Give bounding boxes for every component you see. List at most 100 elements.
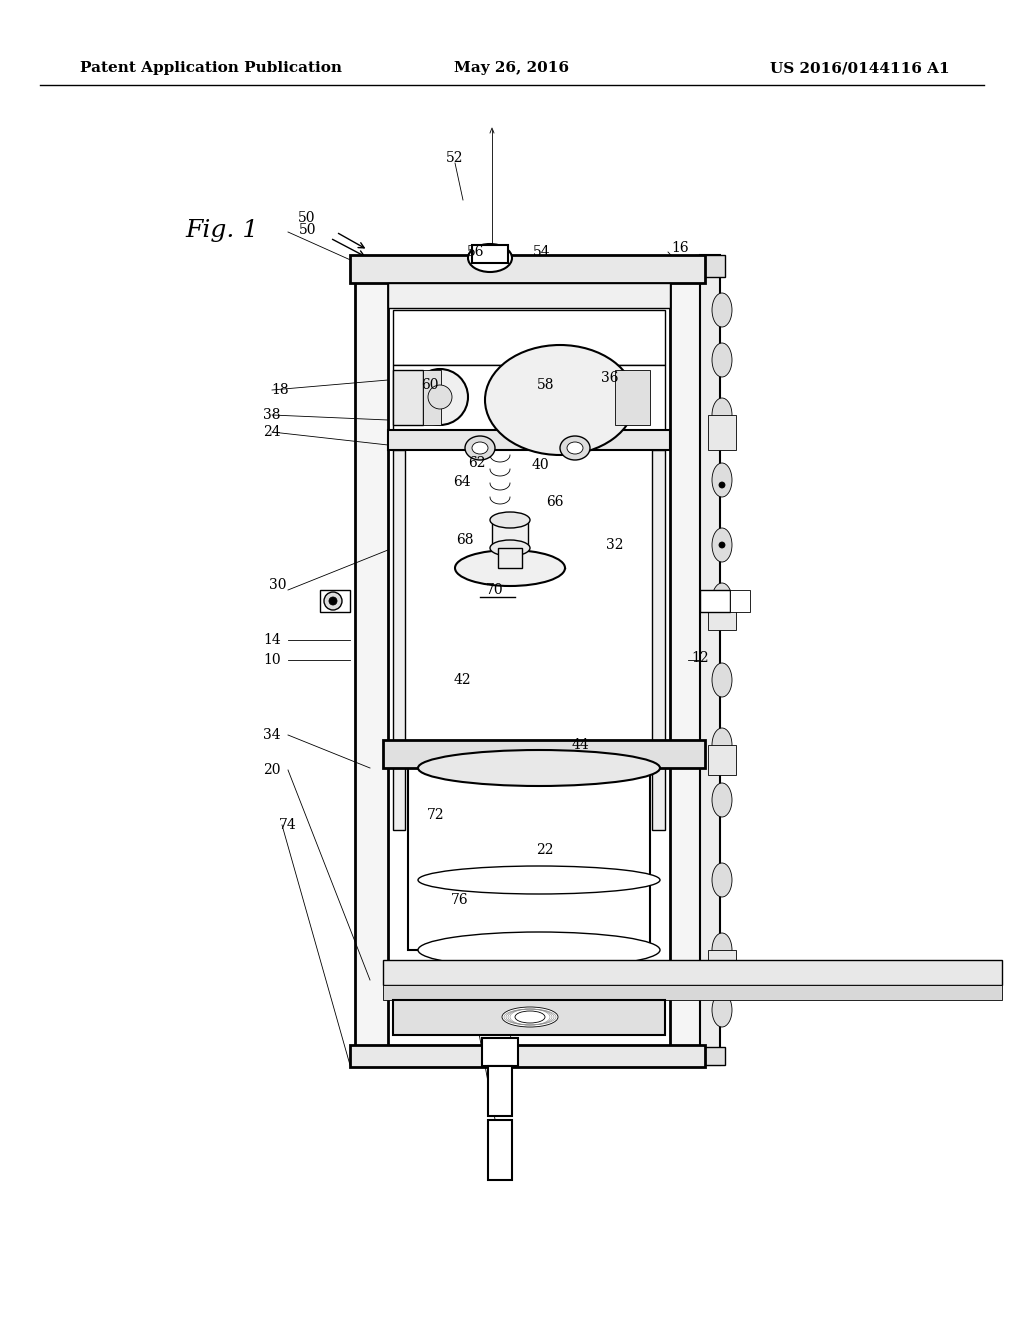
- Text: 12: 12: [691, 651, 709, 665]
- Ellipse shape: [468, 244, 512, 272]
- Ellipse shape: [712, 399, 732, 432]
- Text: 36: 36: [601, 371, 618, 385]
- Text: 16: 16: [671, 242, 689, 255]
- Ellipse shape: [712, 343, 732, 378]
- Bar: [498, 548, 522, 568]
- Ellipse shape: [560, 436, 590, 459]
- Text: 42: 42: [454, 673, 471, 686]
- Text: 50: 50: [298, 211, 315, 224]
- Text: 50: 50: [299, 223, 316, 238]
- Bar: [652, 450, 665, 830]
- Bar: [700, 590, 730, 612]
- Bar: [355, 271, 388, 1065]
- Ellipse shape: [472, 442, 488, 454]
- Bar: [482, 1038, 518, 1067]
- Ellipse shape: [515, 1011, 545, 1023]
- Ellipse shape: [502, 1007, 558, 1027]
- Bar: [383, 985, 1002, 1001]
- Text: Patent Application Publication: Patent Application Publication: [80, 61, 342, 75]
- Text: 62: 62: [468, 455, 485, 470]
- Bar: [350, 1045, 705, 1067]
- Text: US 2016/0144116 A1: US 2016/0144116 A1: [770, 61, 950, 75]
- Ellipse shape: [485, 345, 635, 455]
- Ellipse shape: [712, 783, 732, 817]
- Ellipse shape: [418, 750, 660, 785]
- Text: 74: 74: [280, 818, 297, 832]
- Ellipse shape: [712, 663, 732, 697]
- Ellipse shape: [418, 932, 660, 968]
- Ellipse shape: [567, 442, 583, 454]
- Text: 72: 72: [427, 808, 444, 822]
- Bar: [393, 310, 665, 366]
- Text: 54: 54: [534, 246, 551, 259]
- Ellipse shape: [329, 597, 337, 605]
- Text: 24: 24: [263, 425, 281, 440]
- Text: 70: 70: [486, 583, 504, 597]
- Text: 68: 68: [457, 533, 474, 546]
- Text: 14: 14: [263, 634, 281, 647]
- Ellipse shape: [712, 729, 732, 762]
- Ellipse shape: [490, 512, 530, 528]
- Ellipse shape: [465, 436, 495, 459]
- Ellipse shape: [712, 993, 732, 1027]
- Ellipse shape: [712, 583, 732, 616]
- Bar: [670, 271, 700, 1065]
- Bar: [488, 1119, 512, 1180]
- Text: 40: 40: [531, 458, 549, 473]
- Bar: [383, 960, 1002, 985]
- Bar: [350, 255, 705, 282]
- Ellipse shape: [712, 293, 732, 327]
- Text: 66: 66: [546, 495, 564, 510]
- Ellipse shape: [712, 933, 732, 968]
- Ellipse shape: [455, 550, 565, 586]
- Bar: [708, 744, 736, 775]
- Text: 60: 60: [421, 378, 438, 392]
- Text: 52: 52: [446, 150, 464, 165]
- Bar: [423, 370, 441, 425]
- Text: 20: 20: [263, 763, 281, 777]
- Bar: [615, 370, 650, 425]
- Bar: [488, 1067, 512, 1115]
- Ellipse shape: [719, 482, 725, 488]
- Text: 10: 10: [263, 653, 281, 667]
- Ellipse shape: [712, 463, 732, 498]
- Text: 76: 76: [452, 894, 469, 907]
- Bar: [695, 255, 725, 277]
- Bar: [393, 366, 665, 430]
- Bar: [383, 741, 705, 768]
- Bar: [393, 1001, 665, 1035]
- Text: Fig. 1: Fig. 1: [185, 219, 258, 242]
- Text: May 26, 2016: May 26, 2016: [455, 61, 569, 75]
- Bar: [319, 590, 350, 612]
- Text: 22: 22: [537, 843, 554, 857]
- Ellipse shape: [428, 385, 452, 409]
- Ellipse shape: [490, 540, 530, 556]
- Text: 64: 64: [454, 475, 471, 488]
- Ellipse shape: [719, 543, 725, 548]
- Bar: [700, 255, 720, 1065]
- Text: 32: 32: [606, 539, 624, 552]
- Ellipse shape: [324, 591, 342, 610]
- Text: 18: 18: [271, 383, 289, 397]
- Bar: [393, 370, 423, 425]
- Text: 38: 38: [263, 408, 281, 422]
- Bar: [408, 768, 650, 950]
- Text: 58: 58: [538, 378, 555, 392]
- Text: 56: 56: [467, 246, 484, 259]
- Bar: [730, 590, 750, 612]
- Text: 44: 44: [571, 738, 589, 752]
- Ellipse shape: [412, 370, 468, 425]
- Ellipse shape: [418, 866, 660, 894]
- Bar: [708, 950, 736, 979]
- Bar: [695, 1047, 725, 1065]
- Bar: [492, 520, 528, 548]
- Bar: [708, 414, 736, 450]
- Text: 34: 34: [263, 729, 281, 742]
- Bar: [393, 450, 406, 830]
- Bar: [388, 430, 670, 450]
- Ellipse shape: [712, 863, 732, 898]
- Bar: [708, 601, 736, 630]
- Bar: [388, 282, 670, 308]
- Text: 30: 30: [269, 578, 287, 591]
- Bar: [472, 246, 508, 263]
